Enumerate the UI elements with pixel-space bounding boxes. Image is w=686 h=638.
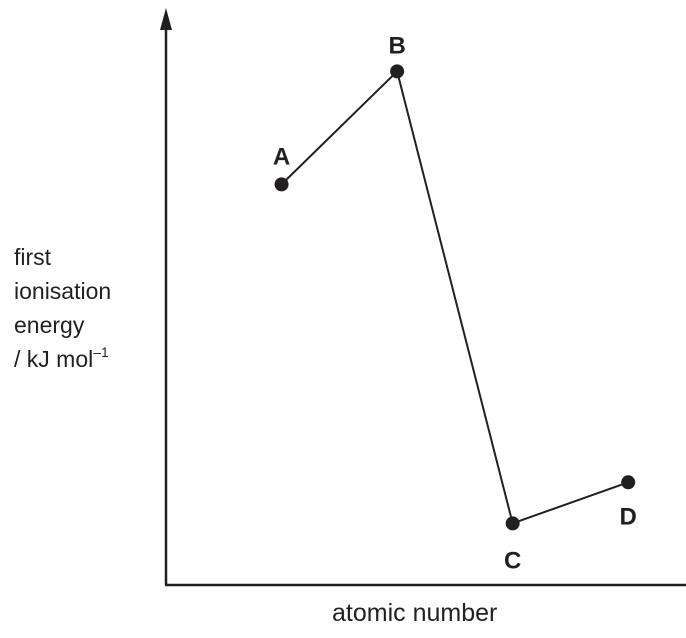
x-axis-label: atomic number [332,599,498,627]
y-axis-label-line-1: first [14,244,52,270]
point-label-c: C [504,547,521,574]
data-point-b [390,64,405,79]
data-point-a [274,177,289,192]
axes [160,8,686,587]
y-axis-label-line-2: ionisation [14,278,112,304]
y-axis-label-exponent: –1 [93,344,109,360]
y-axis-label-unit: / kJ mol [14,346,94,372]
data-point-d [621,475,636,490]
data-point-c [505,516,520,531]
point-label-b: B [388,32,405,59]
y-axis-label-line-4: / kJ mol–1 [14,345,109,372]
y-axis-arrow [160,8,172,30]
y-axis-label-line-3: energy [14,312,85,338]
series-layer: A B C D [273,32,637,574]
point-label-a: A [273,143,290,170]
point-label-d: D [620,503,637,530]
series-line [280,69,629,525]
